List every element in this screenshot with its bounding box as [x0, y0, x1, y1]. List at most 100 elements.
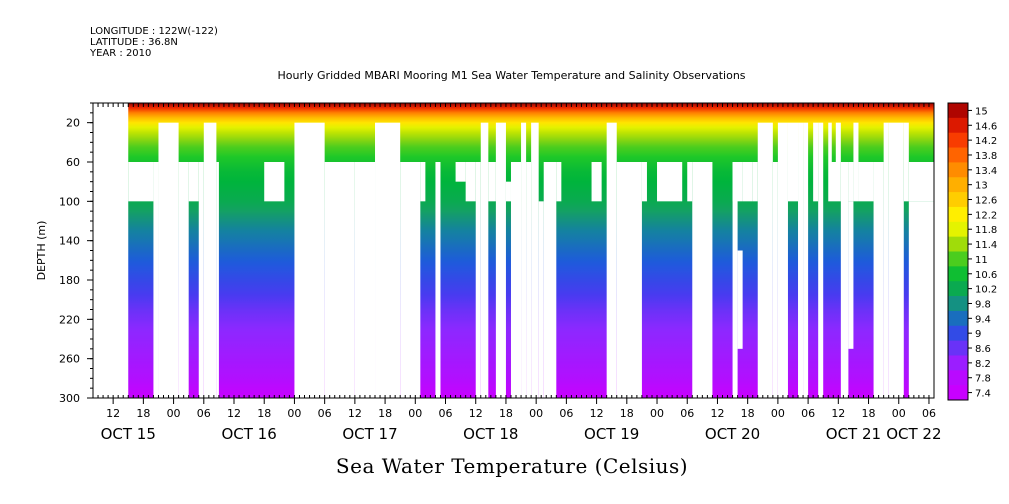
- no-data-gap: [752, 162, 758, 202]
- no-data-gap: [198, 162, 204, 398]
- x-tick-label: 06: [439, 407, 453, 420]
- no-data-gap: [848, 162, 854, 202]
- x-tick-label: 06: [197, 407, 211, 420]
- no-data-gap: [657, 162, 683, 202]
- colorbar-swatch: [948, 206, 968, 223]
- x-tick-label: 00: [771, 407, 785, 420]
- colorbar-label: 9.8: [975, 299, 991, 310]
- colorbar-label: 14.6: [975, 121, 997, 132]
- no-data-gap: [787, 122, 799, 162]
- colorbar-label: 10.2: [975, 285, 997, 296]
- colorbar-swatch: [948, 281, 968, 297]
- no-data-gap: [188, 162, 199, 202]
- no-data-gap: [505, 181, 511, 202]
- no-data-gap: [903, 162, 909, 202]
- colorbar-swatch: [948, 132, 968, 149]
- no-data-gap: [93, 103, 129, 398]
- colorbar-swatch: [948, 340, 968, 356]
- no-data-gap: [692, 162, 713, 398]
- colorbar-label: 12.6: [975, 196, 997, 207]
- colorbar-label: 11.4: [975, 240, 997, 251]
- colorbar-label: 11: [975, 255, 988, 266]
- no-data-gap: [828, 162, 841, 202]
- colorbar-swatch: [948, 296, 968, 312]
- x-tick-label: 06: [680, 407, 694, 420]
- x-tick-label: 12: [106, 407, 120, 420]
- no-data-gap: [475, 162, 481, 398]
- no-data-gap: [908, 201, 934, 398]
- x-day-label: OCT 19: [584, 425, 639, 443]
- colorbar-swatch: [948, 266, 968, 282]
- y-tick-label: 300: [59, 392, 80, 405]
- no-data-gap: [606, 122, 617, 399]
- year-label: YEAR : 2010: [90, 48, 152, 59]
- no-data-gap: [158, 122, 179, 399]
- no-data-gap: [903, 122, 909, 162]
- no-data-gap: [435, 162, 441, 398]
- no-data-gap: [521, 122, 527, 399]
- colorbar-label: 10.6: [975, 270, 997, 281]
- x-tick-label: 18: [741, 407, 755, 420]
- no-data-gap: [732, 162, 743, 202]
- longitude-label: LONGITUDE : 122W(-122): [90, 26, 218, 37]
- x-day-label: OCT 15: [101, 425, 156, 443]
- no-data-gap: [757, 122, 773, 399]
- no-data-gap: [294, 122, 325, 399]
- no-data-gap: [853, 162, 859, 202]
- y-axis-title: DEPTH (m): [35, 221, 48, 281]
- no-data-gap: [153, 162, 159, 398]
- x-axis-title: Sea Water Temperature (Celsius): [335, 454, 689, 478]
- no-data-gap: [888, 122, 904, 399]
- no-data-gap: [737, 250, 743, 349]
- x-tick-label: 06: [318, 407, 332, 420]
- x-day-label: OCT 21: [826, 425, 881, 443]
- no-data-gap: [803, 122, 809, 399]
- temperature-section-chart: 12 18 00 06 12 18 00 06 12 18 00 06 12 18 00 06 12 18 00 06…: [35, 102, 997, 443]
- colorbar-label: 13: [975, 181, 988, 192]
- no-data-gap: [591, 162, 602, 202]
- x-day-label: OCT 18: [463, 425, 518, 443]
- y-tick-label: 180: [59, 274, 80, 287]
- no-data-gap: [883, 122, 889, 399]
- colorbar-label: 11.8: [975, 225, 997, 236]
- no-data-gap: [556, 162, 562, 202]
- no-data-gap: [354, 162, 376, 398]
- latitude-label: LATITUDE : 36.8N: [90, 37, 178, 48]
- no-data-gap: [848, 201, 854, 349]
- no-data-gap: [526, 162, 532, 398]
- no-data-gap: [687, 162, 693, 202]
- x-tick-label: 06: [922, 407, 936, 420]
- no-data-gap: [543, 162, 557, 398]
- no-data-gap: [828, 122, 832, 162]
- x-day-label: OCT 16: [221, 425, 276, 443]
- x-day-label: OCT 22: [886, 425, 941, 443]
- no-data-gap: [128, 162, 154, 202]
- x-tick-label: 18: [499, 407, 513, 420]
- x-tick-label: 18: [862, 407, 876, 420]
- no-data-gap: [480, 122, 489, 399]
- x-tick-label: 18: [136, 407, 150, 420]
- colorbar-label: 7.8: [975, 374, 991, 385]
- no-data-gap: [216, 162, 219, 398]
- colorbar-swatch: [948, 251, 968, 267]
- no-data-gap: [818, 162, 824, 398]
- x-tick-label: 12: [831, 407, 845, 420]
- no-data-gap: [742, 162, 753, 202]
- x-tick-label: 00: [287, 407, 301, 420]
- x-tick-label: 00: [529, 407, 543, 420]
- no-data-gap: [772, 162, 778, 398]
- no-data-gap: [777, 162, 788, 398]
- colorbar-swatch: [948, 310, 968, 327]
- colorbar-frame: [947, 102, 969, 401]
- no-data-gap: [324, 162, 355, 398]
- no-data-gap: [178, 162, 189, 398]
- no-data-gap: [798, 162, 804, 398]
- x-tick-label: 00: [650, 407, 664, 420]
- x-tick-label: 18: [620, 407, 634, 420]
- y-tick-label: 20: [66, 117, 80, 130]
- x-tick-label: 00: [408, 407, 422, 420]
- colorbar-swatch: [948, 236, 968, 252]
- no-data-gap: [853, 122, 859, 162]
- colorbar-swatch: [948, 103, 968, 119]
- x-tick-label: 12: [348, 407, 362, 420]
